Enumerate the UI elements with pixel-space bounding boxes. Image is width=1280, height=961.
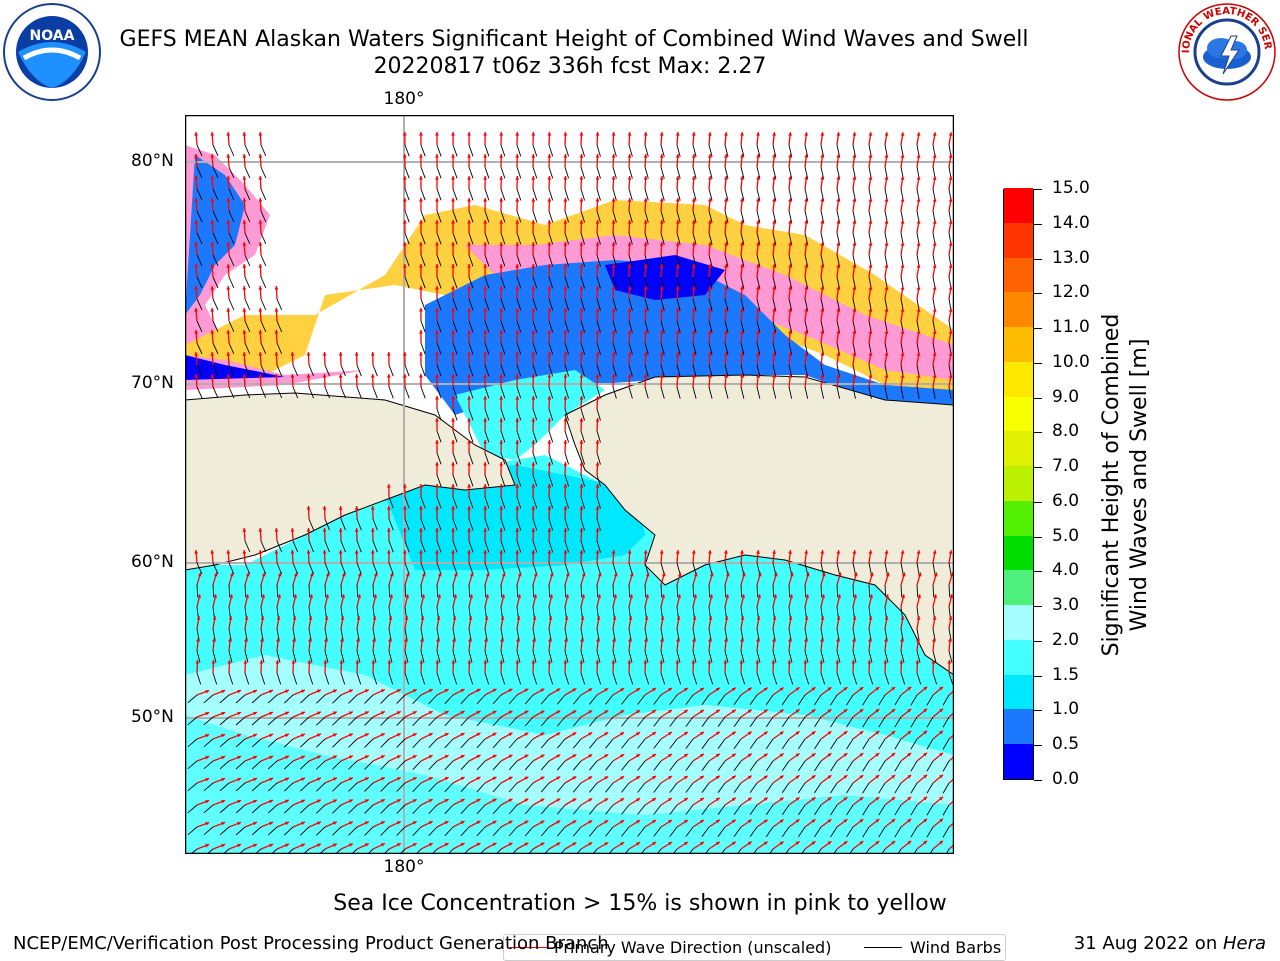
noaa-logo-text: NOAA bbox=[30, 28, 75, 44]
map-panel: Primary Wave Direction (unscaled) Wind B… bbox=[185, 115, 954, 854]
colorbar-title-line1: Significant Height of Combined bbox=[1098, 275, 1126, 695]
colorbar-bin bbox=[1004, 570, 1033, 605]
colorbar-bin bbox=[1004, 327, 1033, 362]
colorbar-tick-label: 8.0 bbox=[1052, 423, 1079, 440]
colorbar-tick-label: 7.0 bbox=[1052, 458, 1079, 475]
colorbar-tick-mark bbox=[1034, 780, 1042, 781]
colorbar-bin bbox=[1004, 674, 1033, 709]
colorbar-tick-mark bbox=[1034, 398, 1042, 399]
colorbar-bin bbox=[1004, 500, 1033, 535]
colorbar-tick-label: 11.0 bbox=[1052, 319, 1090, 336]
lat-label-70: 70°N bbox=[131, 373, 174, 393]
colorbar-tick-mark bbox=[1034, 502, 1042, 503]
colorbar-tick-label: 3.0 bbox=[1052, 597, 1079, 614]
noaa-logo: NOAA bbox=[2, 2, 102, 102]
sea-ice-note: Sea Ice Concentration > 15% is shown in … bbox=[0, 891, 1280, 916]
colorbar-bin bbox=[1004, 431, 1033, 466]
colorbar-tick-label: 2.0 bbox=[1052, 632, 1079, 649]
colorbar-tick-label: 10.0 bbox=[1052, 354, 1090, 371]
colorbar-bin bbox=[1004, 535, 1033, 570]
colorbar-tick-mark bbox=[1034, 467, 1042, 468]
colorbar-title: Significant Height of Combined Wind Wave… bbox=[1098, 275, 1158, 695]
footer-host: Hera bbox=[1223, 933, 1266, 954]
lon-label-bottom: 180° bbox=[374, 857, 434, 877]
colorbar-bin bbox=[1004, 222, 1033, 257]
colorbar-tick-mark bbox=[1034, 293, 1042, 294]
colorbar-tick-label: 0.5 bbox=[1052, 736, 1079, 753]
colorbar-tick-mark bbox=[1034, 676, 1042, 677]
colorbar-tick-mark bbox=[1034, 606, 1042, 607]
colorbar-bin bbox=[1004, 639, 1033, 674]
lat-label-50: 50°N bbox=[131, 707, 174, 727]
footer-date-text: 31 Aug 2022 on bbox=[1074, 933, 1223, 954]
colorbar-bin bbox=[1004, 257, 1033, 292]
colorbar-bin bbox=[1004, 361, 1033, 396]
colorbar-bin bbox=[1004, 605, 1033, 640]
colorbar-tick-label: 12.0 bbox=[1052, 284, 1090, 301]
legend-barb-label: Wind Barbs bbox=[910, 938, 1001, 957]
colorbar-title-line2: Wind Waves and Swell [m] bbox=[1126, 275, 1154, 695]
colorbar-tick-label: 9.0 bbox=[1052, 389, 1079, 406]
colorbar-tick-label: 6.0 bbox=[1052, 493, 1079, 510]
nws-logo: NATIONAL WEATHER SERVICE bbox=[1176, 2, 1278, 102]
chart-subtitle: 20220817 t06z 336h fcst Max: 2.27 bbox=[0, 54, 1140, 79]
colorbar-tick-label: 4.0 bbox=[1052, 562, 1079, 579]
colorbar-tick-mark bbox=[1034, 363, 1042, 364]
colorbar bbox=[1003, 189, 1034, 780]
colorbar-bin bbox=[1004, 188, 1033, 223]
colorbar-tick-mark bbox=[1034, 224, 1042, 225]
chart-title: GEFS MEAN Alaskan Waters Significant Hei… bbox=[4, 27, 1144, 52]
colorbar-tick-mark bbox=[1034, 641, 1042, 642]
colorbar-tick-mark bbox=[1034, 432, 1042, 433]
colorbar-tick-mark bbox=[1034, 189, 1042, 190]
colorbar-tick-mark bbox=[1034, 537, 1042, 538]
colorbar-tick-label: 1.0 bbox=[1052, 701, 1079, 718]
lon-label-top: 180° bbox=[374, 89, 434, 109]
colorbar-tick-label: 5.0 bbox=[1052, 528, 1079, 545]
legend-barb-line bbox=[864, 947, 902, 948]
colorbar-bin bbox=[1004, 292, 1033, 327]
lat-label-80: 80°N bbox=[131, 151, 174, 171]
colorbar-tick-mark bbox=[1034, 571, 1042, 572]
colorbar-tick-label: 14.0 bbox=[1052, 215, 1090, 232]
colorbar-tick-label: 0.0 bbox=[1052, 771, 1079, 788]
wave-height-map bbox=[185, 115, 954, 854]
footer-date: 31 Aug 2022 on Hera bbox=[1074, 933, 1266, 954]
footer-organization: NCEP/EMC/Verification Post Processing Pr… bbox=[13, 933, 609, 954]
colorbar-bin bbox=[1004, 466, 1033, 501]
colorbar-tick-label: 1.5 bbox=[1052, 667, 1079, 684]
colorbar-tick-mark bbox=[1034, 745, 1042, 746]
colorbar-tick-label: 15.0 bbox=[1052, 180, 1090, 197]
lat-label-60: 60°N bbox=[131, 552, 174, 572]
colorbar-tick-mark bbox=[1034, 710, 1042, 711]
colorbar-bin bbox=[1004, 709, 1033, 744]
colorbar-bin bbox=[1004, 396, 1033, 431]
colorbar-tick-mark bbox=[1034, 328, 1042, 329]
colorbar-bin bbox=[1004, 744, 1033, 779]
colorbar-tick-mark bbox=[1034, 259, 1042, 260]
colorbar-tick-label: 13.0 bbox=[1052, 250, 1090, 267]
